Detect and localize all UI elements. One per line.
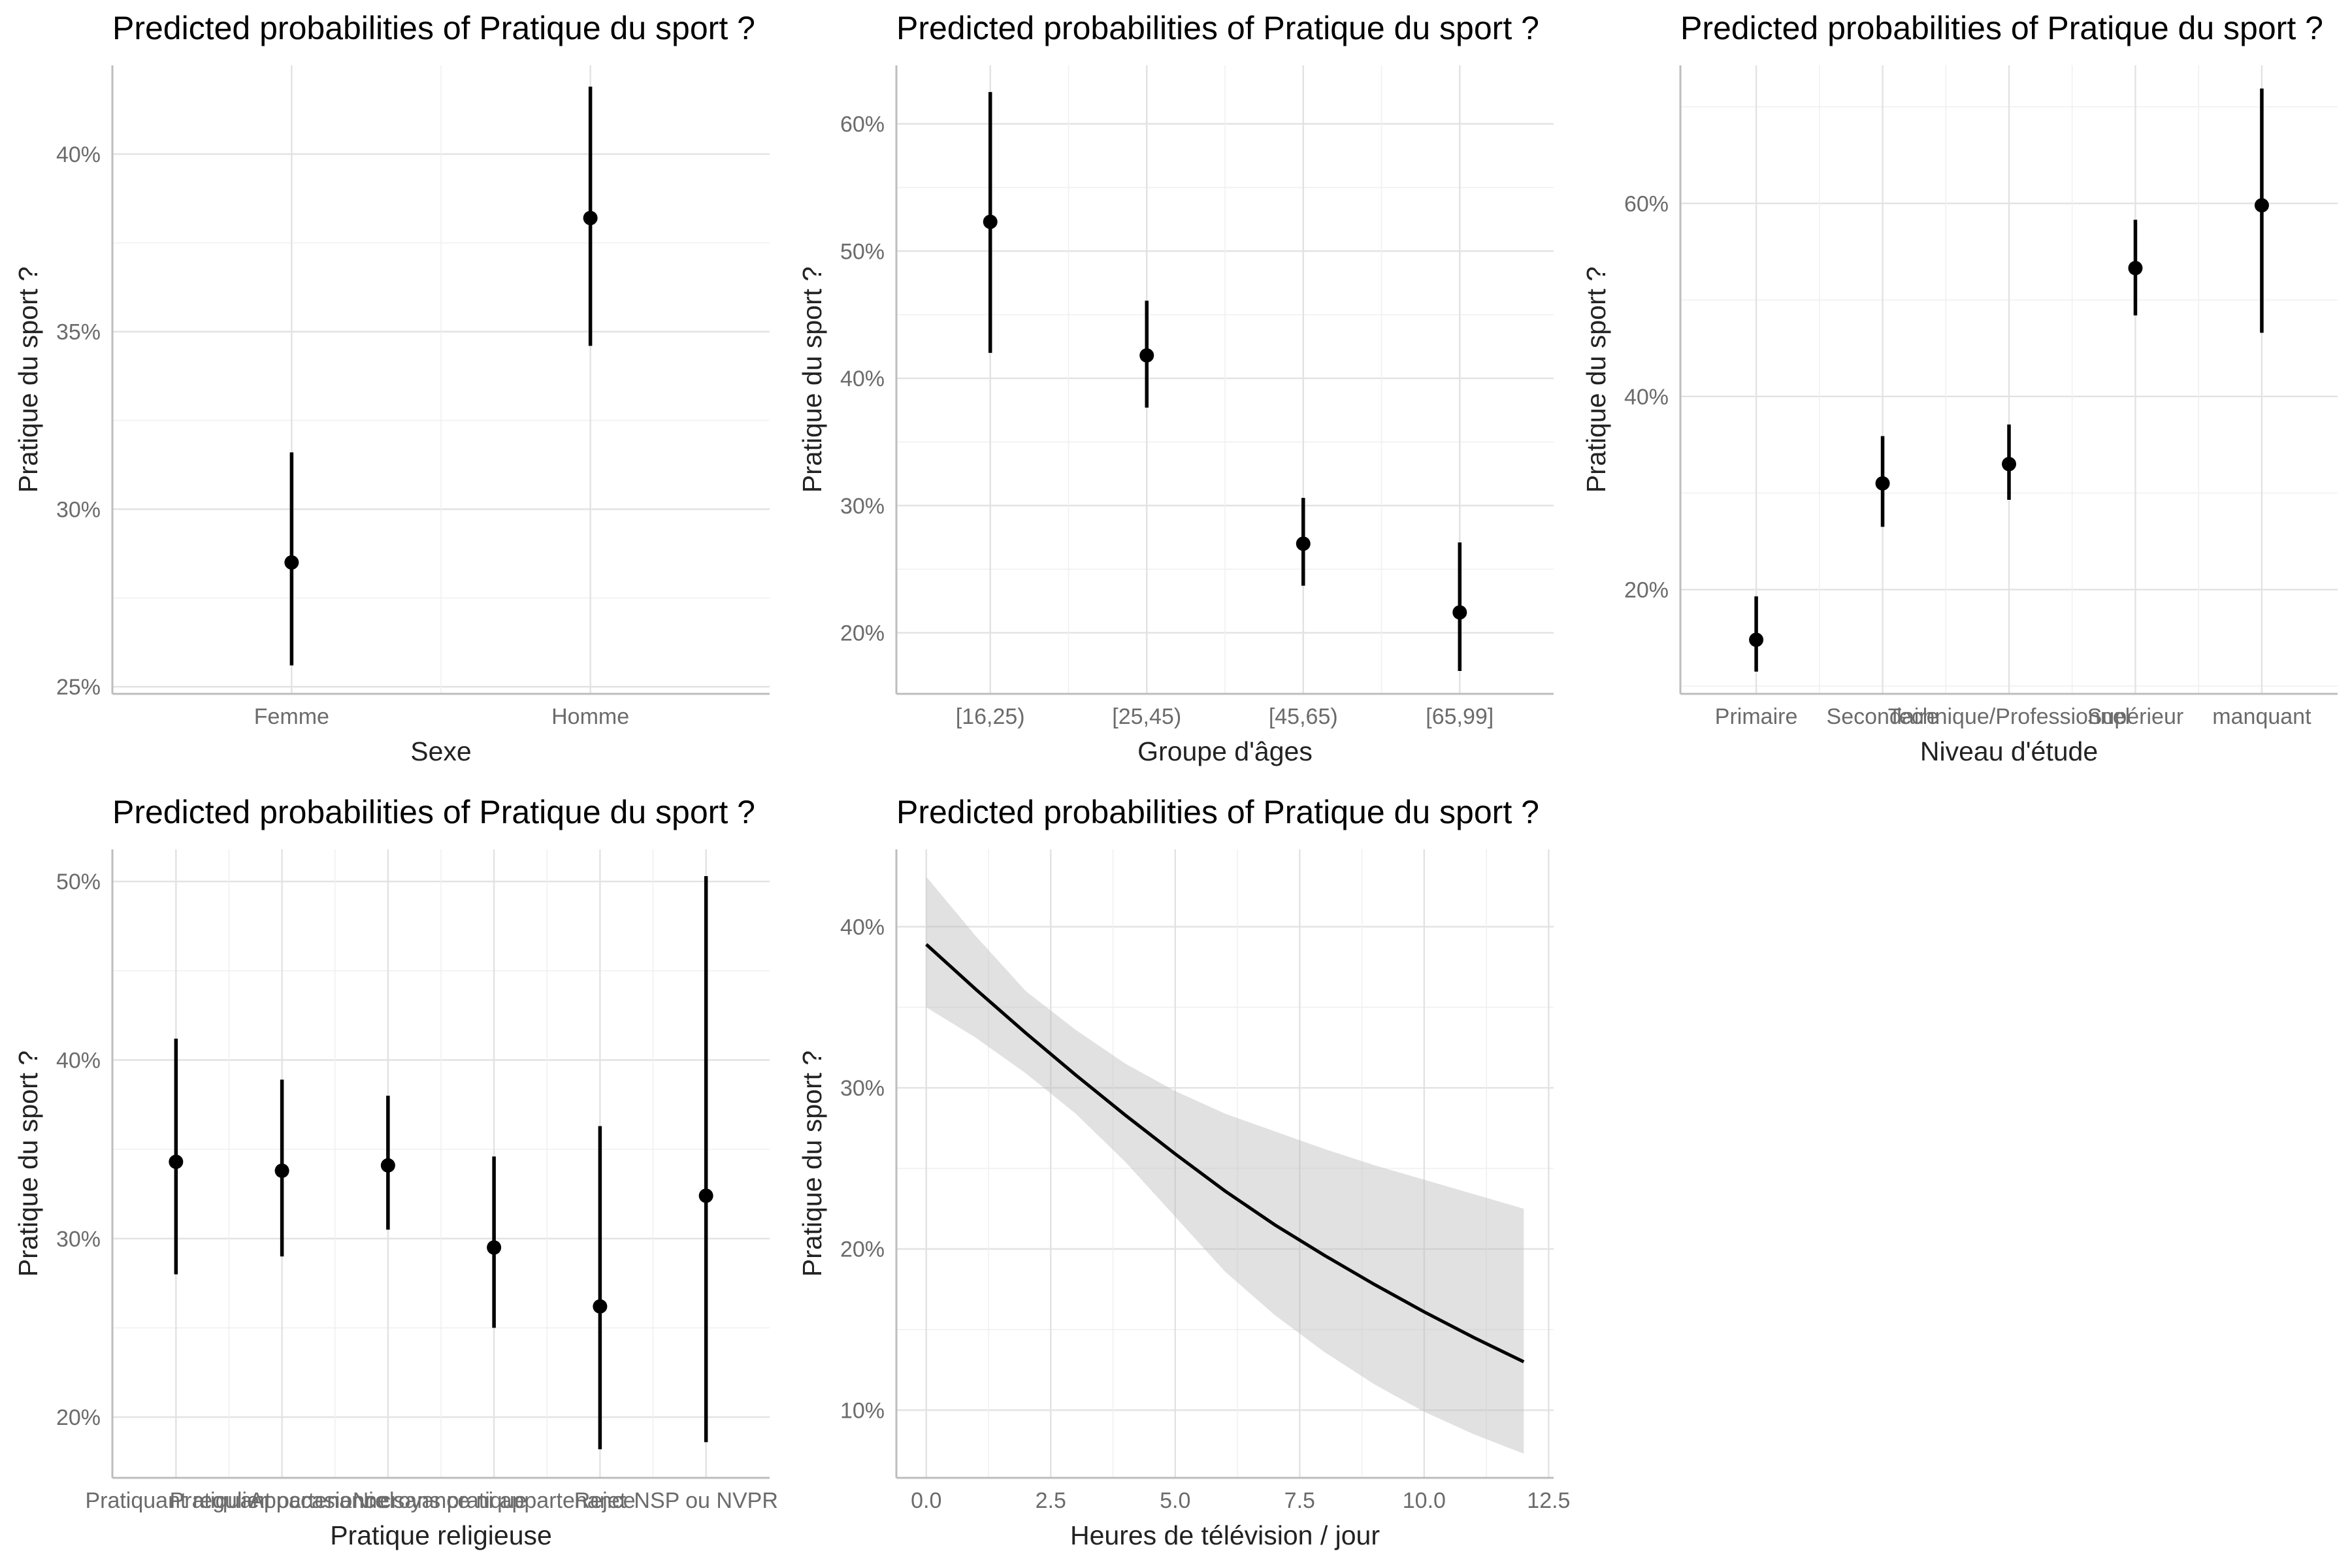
chart-panel-3: 20% 40% 60% Primaire SecondaireTechnique/Pro… [1581,10,2338,766]
data-point [380,1158,395,1173]
data-point [698,1188,713,1203]
y-tick-label: 35% [56,320,101,345]
chart-title: Predicted probabilities of Pratique du s… [896,10,1539,46]
x-axis-title: Groupe d'âges [1137,736,1313,766]
data-point [2254,198,2269,213]
chart-title: Predicted probabilities of Pratique du s… [896,794,1539,830]
chart-panel-1: 25% 30% 35% 40% Femme Homme Sexe Pratique du sp… [13,10,770,766]
x-axis-title: Heures de télévision / jour [1070,1520,1380,1550]
prediction-line [925,943,1525,1364]
data-point [583,210,598,225]
x-tick-label: 7.5 [1284,1488,1315,1513]
y-tick-label: 50% [840,239,885,264]
y-tick-label: 20% [56,1405,101,1430]
x-tick-label: Pratiquant occasionnel [170,1488,395,1513]
data-point [2128,261,2143,276]
y-tick-label: 40% [840,915,885,939]
y-axis-title: Pratique du sport ? [13,1051,43,1277]
chart-title: Predicted probabilities of Pratique du s… [1680,10,2323,46]
y-tick-label: 25% [56,675,101,700]
y-tick-label: 30% [840,494,885,519]
x-tick-label: 0.0 [911,1488,941,1513]
data-point [2002,457,2016,472]
data-point [1875,476,1890,491]
chart-panel-2: 20% 30% 40% 50% 60% [16,25) [25,45) [45,65) [65,… [797,10,1554,766]
x-tick-label: manquant [2212,704,2311,729]
x-tick-label: Homme [551,704,629,729]
x-tick-label: Ni croyance ni appartenance [353,1488,636,1513]
chart-panel-5: 10% 20% 30% 40% 0.0 2.5 5.0 7.5 10.0 12.5 Heures d… [797,794,1570,1550]
y-axis-title: Pratique du sport ? [797,1051,827,1277]
y-tick-label: 20% [840,1237,885,1262]
x-tick-label: Femme [254,704,329,729]
y-tick-label: 40% [1624,385,1669,410]
confidence-ribbon [926,876,1524,1454]
y-axis-title: Pratique du sport ? [797,267,827,493]
x-tick-label: NSP ou NVPR [634,1488,777,1513]
data-point [169,1154,184,1169]
data-point [1749,632,1764,647]
y-tick-label: 60% [840,112,885,137]
y-tick-label: 40% [56,142,101,167]
y-tick-label: 60% [1624,191,1669,216]
chart-title: Predicted probabilities of Pratique du s… [112,10,755,46]
y-tick-label: 20% [1624,578,1669,602]
x-tick-label: Secondaire [1827,704,1939,729]
data-point [593,1299,608,1314]
y-tick-label: 40% [840,367,885,391]
x-tick-label: [45,65) [1269,704,1338,729]
x-tick-label: Rejet [574,1488,627,1513]
y-tick-label: 30% [56,1227,101,1252]
data-point [274,1163,289,1178]
x-tick-label: Supérieur [2087,704,2183,729]
y-axis-title: Pratique du sport ? [1581,267,1611,493]
x-tick-label: Appartenance sans pratique [249,1488,527,1513]
x-axis-title: Sexe [410,736,471,766]
y-tick-label: 30% [56,497,101,522]
x-tick-label: 2.5 [1036,1488,1066,1513]
x-tick-label: 10.0 [1403,1488,1446,1513]
x-tick-label: [16,25) [956,704,1025,729]
x-tick-label: Pratiquant regulier [85,1488,267,1513]
y-tick-label: 20% [840,621,885,646]
data-point [1296,536,1311,551]
data-point [487,1240,502,1255]
chart-panel-4: 20% 30% 40% 50% Pratiquant regulierPratiquan… [13,794,778,1550]
x-axis-title: Niveau d'étude [1920,736,2098,766]
x-tick-label: Technique/Professionnel [1888,704,2130,729]
x-tick-label: Primaire [1715,704,1798,729]
y-tick-label: 50% [56,870,101,894]
data-point [1452,605,1467,620]
y-tick-label: 40% [56,1048,101,1073]
data-point [1139,348,1154,363]
x-axis-title: Pratique religieuse [330,1520,552,1550]
chart-title: Predicted probabilities of Pratique du s… [112,794,755,830]
y-tick-label: 10% [840,1398,885,1423]
x-tick-label: [25,45) [1112,704,1181,729]
x-tick-label: 12.5 [1527,1488,1570,1513]
x-tick-label: 5.0 [1160,1488,1190,1513]
data-point [983,214,998,229]
data-point [284,555,299,570]
x-tick-label: [65,99] [1426,704,1494,729]
y-axis-title: Pratique du sport ? [13,267,43,493]
y-tick-label: 30% [840,1076,885,1101]
